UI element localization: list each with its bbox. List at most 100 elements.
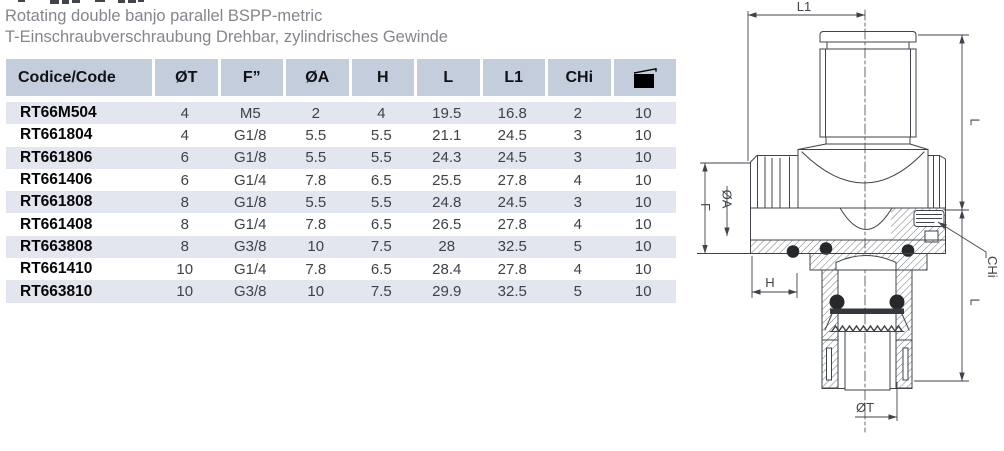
value-l1: 27.8 (497, 171, 527, 189)
value-l: 28 (438, 238, 456, 256)
dimension-labels: L1 L L F ØA H CHi ØT (698, 0, 1000, 415)
o-ring (889, 294, 905, 310)
dim-label-oa: ØA (720, 190, 735, 209)
value-ot: 8 (180, 193, 189, 211)
value-oa: 10 (307, 283, 325, 301)
value-qty: 10 (634, 193, 652, 211)
o-ring (819, 242, 833, 255)
table-body: RT66M504 4 M5 2 4 19.5 16.8 2 10 RT66180… (6, 102, 676, 303)
value-l1: 32.5 (497, 238, 527, 256)
col-header-h: H (348, 59, 415, 96)
value-l1: 27.8 (497, 260, 527, 278)
value-oa: 7.8 (305, 260, 327, 278)
value-chi: 2 (573, 104, 582, 122)
value-h: 5.5 (370, 149, 392, 167)
value-l1: 16.8 (497, 104, 527, 122)
value-qty: 10 (634, 238, 652, 256)
value-h: 6.5 (370, 171, 392, 189)
value-l: 28.4 (432, 260, 462, 278)
col-header-thread: F” (217, 59, 284, 96)
value-chi: 4 (573, 216, 582, 234)
col-header-code: Codice/Code (18, 68, 116, 86)
value-chi: 3 (573, 126, 582, 144)
table-row: RT661410 10 G1/4 7.8 6.5 28.4 27.8 4 10 (6, 258, 676, 280)
value-l: 26.5 (432, 216, 462, 234)
part-code: RT663810 (20, 282, 93, 300)
value-oa: 5.5 (305, 149, 327, 167)
part-code: RT661806 (20, 148, 93, 166)
value-qty: 10 (634, 216, 652, 234)
value-f: G1/4 (233, 171, 267, 189)
package-icon (633, 67, 657, 88)
product-title-block: Rotating double banjo parallel BSPP-metr… (5, 6, 448, 48)
dim-label-ot: ØT (856, 400, 874, 415)
value-ot: 6 (180, 149, 189, 167)
value-ot: 8 (180, 238, 189, 256)
value-f: G3/8 (233, 283, 267, 301)
value-l1: 24.5 (497, 193, 527, 211)
value-h: 5.5 (370, 126, 392, 144)
col-header-l1: L1 (479, 59, 546, 96)
dimension-table: Codice/Code ØT F” ØA H L L1 CHi RT66M504… (6, 59, 676, 303)
o-ring (829, 294, 845, 310)
col-header-tube-diameter: ØT (152, 59, 218, 96)
value-h: 6.5 (370, 260, 392, 278)
value-qty: 10 (634, 104, 652, 122)
clipped-text-sliver (0, 0, 260, 5)
value-qty: 10 (634, 283, 652, 301)
dim-label-l-bottom: L (968, 298, 983, 305)
value-l1: 27.8 (497, 216, 527, 234)
fitting-geometry (750, 9, 946, 433)
value-l1: 24.5 (497, 149, 527, 167)
value-ot: 8 (180, 216, 189, 234)
part-code: RT661410 (20, 260, 93, 278)
table-row: RT661806 6 G1/8 5.5 5.5 24.3 24.5 3 10 (6, 146, 676, 169)
value-chi: 5 (573, 283, 582, 301)
value-f: G1/8 (233, 193, 267, 211)
value-f: G3/8 (233, 238, 267, 256)
value-ot: 4 (180, 104, 189, 122)
value-ot: 6 (180, 171, 189, 189)
dim-label-l-top: L (968, 118, 983, 125)
value-oa: 5.5 (305, 193, 327, 211)
value-h: 6.5 (370, 216, 392, 234)
col-header-chi: CHi (545, 59, 611, 96)
value-chi: 4 (573, 171, 582, 189)
value-qty: 10 (634, 126, 652, 144)
value-ot: 10 (176, 260, 194, 278)
value-ot: 4 (180, 126, 189, 144)
dim-label-chi: CHi (985, 256, 1000, 278)
col-header-l: L (414, 59, 480, 96)
value-f: G1/8 (233, 126, 267, 144)
value-l: 24.3 (432, 149, 462, 167)
part-code: RT661408 (20, 215, 93, 233)
value-l: 19.5 (432, 104, 462, 122)
table-row: RT663810 10 G3/8 10 7.5 29.9 32.5 5 10 (6, 280, 676, 303)
product-title-en: Rotating double banjo parallel BSPP-metr… (5, 7, 323, 25)
value-h: 7.5 (370, 238, 392, 256)
dim-label-h: H (765, 275, 774, 290)
value-f: G1/8 (233, 149, 267, 167)
part-code: RT661808 (20, 193, 93, 211)
value-ot: 10 (176, 283, 194, 301)
table-header-row: Codice/Code ØT F” ØA H L L1 CHi (6, 59, 676, 96)
value-chi: 3 (573, 149, 582, 167)
value-l1: 24.5 (497, 126, 527, 144)
value-l: 24.8 (432, 193, 462, 211)
value-qty: 10 (634, 260, 652, 278)
dim-label-f: F (698, 203, 713, 211)
value-h: 5.5 (370, 193, 392, 211)
product-title-de: T-Einschraubverschraubung Drehbar, zylin… (5, 28, 448, 46)
value-l1: 32.5 (497, 283, 527, 301)
col-header-package-qty (610, 59, 677, 96)
value-chi: 5 (573, 238, 582, 256)
part-code: RT661804 (20, 126, 93, 144)
value-oa: 7.8 (305, 216, 327, 234)
value-chi: 3 (573, 193, 582, 211)
part-code: RT663808 (20, 237, 93, 255)
table-row: RT661408 8 G1/4 7.8 6.5 26.5 27.8 4 10 (6, 213, 676, 235)
part-code: RT661406 (20, 171, 93, 189)
value-f: G1/4 (233, 260, 267, 278)
table-row: RT66M504 4 M5 2 4 19.5 16.8 2 10 (6, 102, 676, 125)
dimension-arrows (702, 12, 965, 420)
